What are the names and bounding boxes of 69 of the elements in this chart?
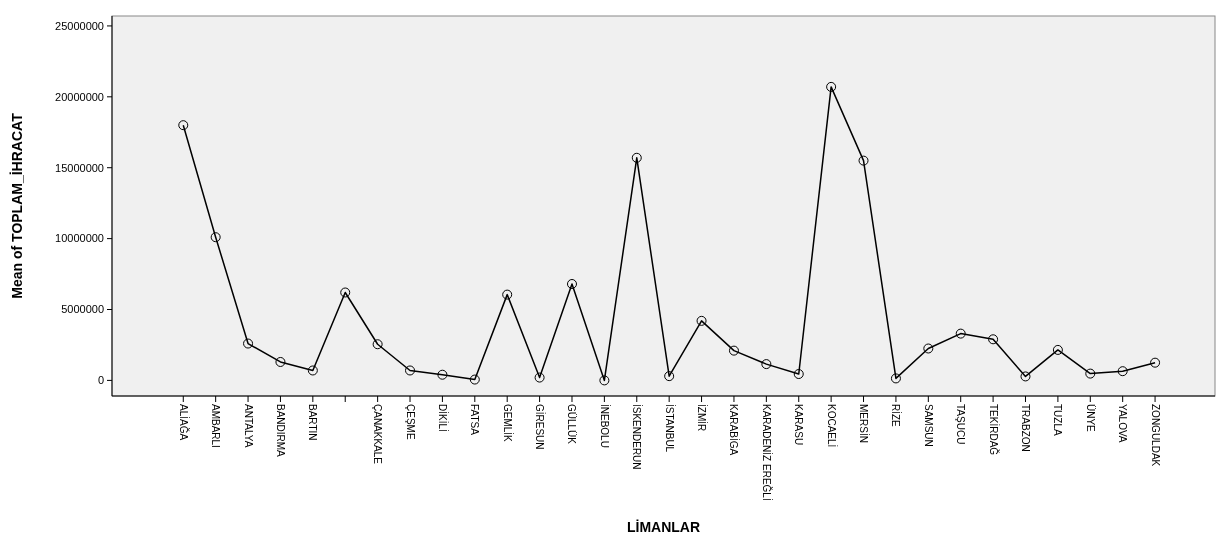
x-tick-label: KOCAELİ (825, 404, 838, 448)
y-tick-label: 0 (97, 374, 104, 387)
point (923, 343, 934, 354)
x-tick-label: BARTIN (307, 404, 319, 441)
point (405, 365, 416, 376)
point (372, 339, 383, 350)
x-tick-label: ALİAĞA (177, 404, 190, 441)
x-tick-label: RİZE (890, 404, 903, 428)
point (793, 369, 804, 380)
point (728, 345, 739, 356)
point (826, 81, 837, 92)
point (566, 278, 577, 289)
y-tick-label: 10000000 (55, 232, 104, 245)
y-tick-label: 20000000 (55, 90, 104, 103)
x-tick-label: KARABİGA (728, 404, 741, 456)
x-tick-label: ÜNYE (1084, 404, 1096, 433)
x-tick-label: GEMLİK (501, 404, 514, 443)
point (534, 372, 545, 383)
x-tick-label: ANTALYA (242, 404, 254, 448)
point (437, 369, 448, 380)
y-tick-label: 15000000 (55, 161, 104, 174)
point (890, 373, 901, 384)
point (340, 287, 351, 298)
point (243, 338, 254, 349)
point (307, 365, 318, 376)
x-tick-label: BANDIRMA (274, 404, 286, 458)
point (955, 328, 966, 339)
point (1150, 357, 1161, 368)
x-tick-label: İZMİR (696, 404, 709, 432)
point (664, 371, 675, 382)
x-tick-label: ZONGULDAK (1149, 404, 1161, 467)
y-axis-title: Mean of TOPLAM_İHRACAT (9, 112, 25, 299)
point (1052, 344, 1063, 355)
x-tick-label: YALOVA (1117, 404, 1129, 443)
point (275, 356, 286, 367)
point (178, 120, 189, 131)
point (761, 359, 772, 370)
x-tick-label: TUZLA (1052, 404, 1064, 436)
x-tick-label: MERSİN (858, 404, 871, 443)
y-tick-label: 25000000 (55, 19, 104, 32)
x-tick-label: AMBARLI (210, 404, 222, 448)
point (210, 232, 221, 243)
y-tick-label: 5000000 (61, 303, 104, 316)
point (599, 375, 610, 386)
x-tick-label: DİKİLİ (436, 404, 449, 432)
point (988, 334, 999, 345)
x-tick-label: TRABZON (1020, 404, 1031, 452)
x-tick-label: İSTANBUL (663, 404, 676, 453)
point (696, 315, 707, 326)
x-tick-label: ÇANAKKALE (372, 404, 384, 465)
x-tick-label: FATSA (469, 404, 481, 436)
point (631, 152, 642, 163)
x-tick-label: İNEBOLU (598, 404, 611, 448)
point (1085, 368, 1096, 379)
point (1020, 371, 1031, 382)
x-axis-title: LİMANLAR (626, 519, 701, 535)
x-tick-label: TAŞUCU (955, 404, 967, 445)
point (858, 155, 869, 166)
x-tick-label: KARASU (793, 404, 805, 446)
x-tick-label: İSKENDERUN (631, 404, 644, 470)
x-tick-label: SAMSUN (922, 404, 934, 447)
point (469, 374, 480, 385)
x-tick-label: KARADENİZ EREĞLİ (760, 404, 773, 501)
x-tick-label: GİRESUN (534, 404, 547, 450)
point (502, 289, 513, 300)
x-tick-label: TEKİRDAĞ (987, 404, 1000, 456)
x-tick-label: GÜLLÜK (566, 404, 578, 445)
point (1117, 366, 1128, 377)
x-tick-label: ÇEŞME (404, 404, 416, 440)
